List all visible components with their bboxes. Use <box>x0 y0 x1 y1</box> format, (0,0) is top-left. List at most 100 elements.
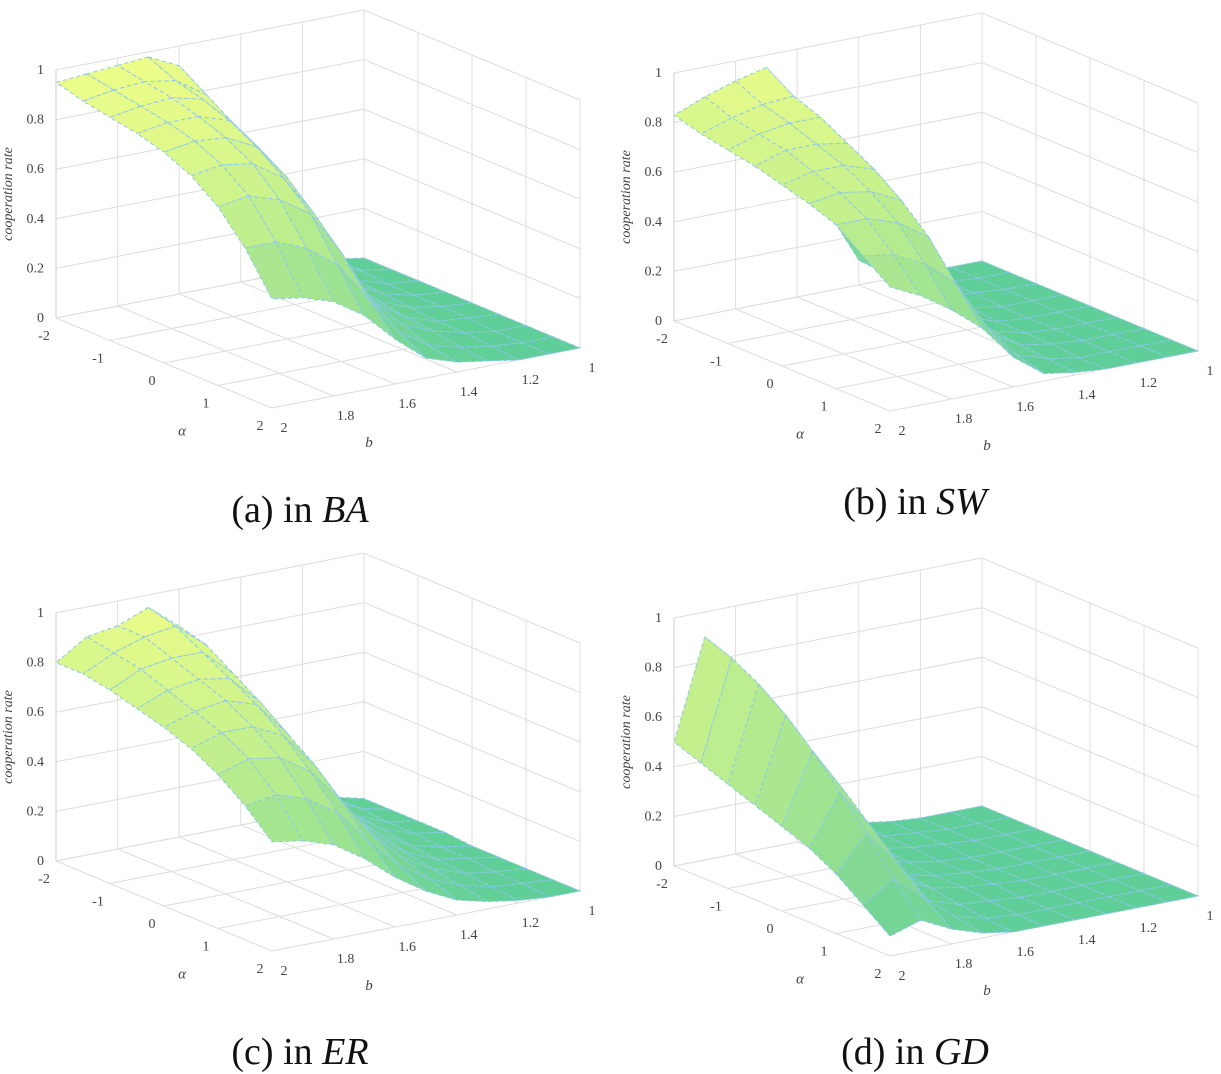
surface-patch <box>937 857 1000 874</box>
surface-patch <box>988 896 1050 916</box>
b-tick-label: 1.4 <box>1078 933 1096 948</box>
surface-patch <box>489 882 551 902</box>
surface-patch <box>928 900 987 919</box>
floor-grid-line <box>117 305 334 397</box>
surface-patch <box>957 900 1019 919</box>
surface-patch <box>861 254 922 297</box>
caption-b-prefix: (b) in <box>843 481 937 523</box>
surface-patch <box>1049 884 1112 904</box>
surface-patch <box>914 828 977 845</box>
surface-patch <box>961 883 1023 902</box>
surface-patch <box>1053 322 1115 342</box>
surface-patch <box>224 699 285 737</box>
surface-patch <box>1138 884 1200 903</box>
surface-patch <box>1003 282 1065 302</box>
surface-patch <box>336 812 396 878</box>
surface-patch <box>1047 357 1108 374</box>
b-tick-label: 1.2 <box>522 373 540 388</box>
alpha-tick-label: 1 <box>203 397 210 412</box>
surface-patch <box>842 164 903 202</box>
alpha-tick-label: 1 <box>203 940 210 955</box>
surface-patch <box>520 336 582 355</box>
caption-c-network: ER <box>322 1031 369 1073</box>
z-axis-label: cooperation rate <box>619 150 634 244</box>
surface-patch <box>1022 873 1085 893</box>
chart-a: 0 0.2 0.4 0.6 0.8 1 cooperation rate -2 -1 0 1 2 α 1 1… <box>1 9 596 451</box>
axes-c: 0 0.2 0.4 0.6 0.8 1 cooperation rate -2 -1 0 1 2 α 1 1… <box>1 606 596 994</box>
surface-patch <box>908 860 969 877</box>
surface-patch <box>970 306 1031 323</box>
surface-patch <box>136 689 196 728</box>
surface-patch <box>881 846 941 863</box>
surface-patch <box>1026 856 1088 875</box>
surface-patch <box>412 291 474 308</box>
surface-patch <box>163 710 223 750</box>
surface-patch <box>385 279 447 296</box>
z-tick-label: 0.6 <box>645 165 663 180</box>
b-tick-label: 1.6 <box>398 397 416 412</box>
wall-grid-line <box>673 557 1199 649</box>
b-tick-label: 1.6 <box>398 940 416 955</box>
surface-patch <box>139 657 200 691</box>
caption-d: (d) in GD <box>765 1030 1065 1074</box>
b-axis-label: b <box>983 438 991 454</box>
surface-patch <box>993 330 1052 346</box>
surface-patch <box>999 300 1061 319</box>
surface-patch <box>148 56 207 95</box>
surface-patch <box>984 914 1046 933</box>
surface-patch <box>410 305 471 322</box>
surface-patch <box>673 96 733 135</box>
alpha-tick-label: 0 <box>149 917 156 932</box>
z-tick-label: 0.8 <box>27 113 45 128</box>
surface-patch <box>1076 896 1139 915</box>
surface-patch <box>918 811 980 830</box>
chart-d: 0 0.2 0.4 0.6 0.8 1 cooperation rate -2 -1 0 1 2 α 1 1… <box>619 557 1214 999</box>
b-axis-label: b <box>365 435 373 451</box>
alpha-tick-label: 1 <box>821 400 828 415</box>
surface-patch <box>1003 827 1065 847</box>
surface-patch <box>387 820 446 834</box>
surface-patch <box>904 874 964 889</box>
b-tick-label: 1 <box>589 904 596 919</box>
surface-patch <box>429 345 488 363</box>
caption-a: (a) in BA <box>150 488 450 532</box>
surface-patch <box>244 241 304 300</box>
surface-patch <box>247 757 308 800</box>
surface-patch <box>143 625 204 659</box>
surface-patch <box>163 140 223 177</box>
b-tick-label: 2 <box>899 969 906 984</box>
b-tick-label: 1.2 <box>522 916 540 931</box>
surface-patch <box>82 652 142 691</box>
b-tick-label: 1.8 <box>955 957 973 972</box>
alpha-tick-label: -1 <box>710 355 722 370</box>
surface-patch <box>278 198 339 266</box>
surface-patch <box>995 317 1058 334</box>
surface-patch <box>217 758 277 807</box>
floor-grid-line <box>673 320 891 412</box>
surface-patch <box>1046 902 1108 921</box>
z-tick-label: 0.6 <box>645 710 663 725</box>
b-axis-label: b <box>365 978 373 994</box>
surface-patch <box>945 277 1008 294</box>
alpha-tick-label: -1 <box>92 895 104 910</box>
surface-patch <box>439 302 501 319</box>
surface-patch <box>359 268 420 285</box>
z-axis-label: cooperation rate <box>619 695 634 789</box>
surface-patch <box>193 700 254 734</box>
surface-patch <box>379 300 438 322</box>
surface-patch <box>892 254 953 311</box>
surface-patch <box>375 836 434 870</box>
surface-patch <box>1111 327 1173 347</box>
surface-patch <box>995 862 1058 881</box>
z-tick-label: 0 <box>655 314 662 329</box>
surface-patch <box>336 264 396 340</box>
surface-patch <box>1111 872 1173 892</box>
surface-patch <box>972 288 1034 308</box>
surface-patch <box>862 878 922 937</box>
b-tick-label: 1 <box>1207 909 1214 924</box>
floor-grid-line <box>55 860 273 952</box>
z-tick-label: 0.2 <box>645 809 663 824</box>
axes-b: 0 0.2 0.4 0.6 0.8 1 cooperation rate -2 -1 0 1 2 α 1 1… <box>619 66 1214 454</box>
surface-d <box>673 635 1200 937</box>
alpha-tick-label: 2 <box>875 967 882 982</box>
